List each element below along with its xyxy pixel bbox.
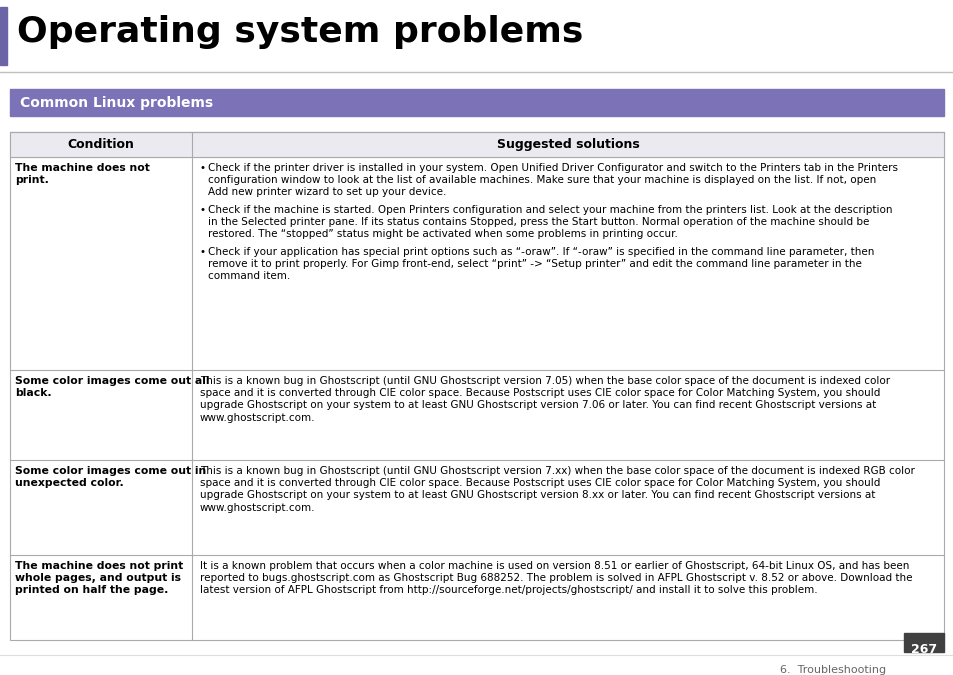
Text: 267: 267 [910,643,936,656]
Text: 6.  Troubleshooting: 6. Troubleshooting [780,665,885,675]
Text: Check if your application has special print options such as “-oraw”. If “-oraw” : Check if your application has special pr… [208,247,874,281]
Bar [10,132,943,640]
Text: This is a known bug in Ghostscript (until GNU Ghostscript version 7.xx) when the: This is a known bug in Ghostscript (unti… [200,466,914,513]
Text: Check if the printer driver is installed in your system. Open Unified Driver Con: Check if the printer driver is installed… [208,163,897,198]
Text: It is a known problem that occurs when a color machine is used on version 8.51 o: It is a known problem that occurs when a… [200,561,911,595]
Text: Check if the machine is started. Open Printers configuration and select your mac: Check if the machine is started. Open Pr… [208,205,892,240]
Bar [0,7,7,65]
Text: This is a known bug in Ghostscript (until GNU Ghostscript version 7.05) when the: This is a known bug in Ghostscript (unti… [200,376,889,423]
Text: Suggested solutions: Suggested solutions [497,138,639,151]
Text: Some color images come out all
black.: Some color images come out all black. [15,376,210,398]
Bar [10,132,943,157]
Text: The machine does not
print.: The machine does not print. [15,163,150,185]
Text: •: • [200,163,206,173]
Text: Operating system problems: Operating system problems [17,15,583,49]
Text: Condition: Condition [68,138,134,151]
Bar [903,633,943,652]
Text: •: • [200,205,206,215]
Text: The machine does not print
whole pages, and output is
printed on half the page.: The machine does not print whole pages, … [15,561,183,595]
Text: Common Linux problems: Common Linux problems [20,96,213,110]
Text: Some color images come out in
unexpected color.: Some color images come out in unexpected… [15,466,206,488]
Text: •: • [200,247,206,257]
Bar [10,89,943,116]
